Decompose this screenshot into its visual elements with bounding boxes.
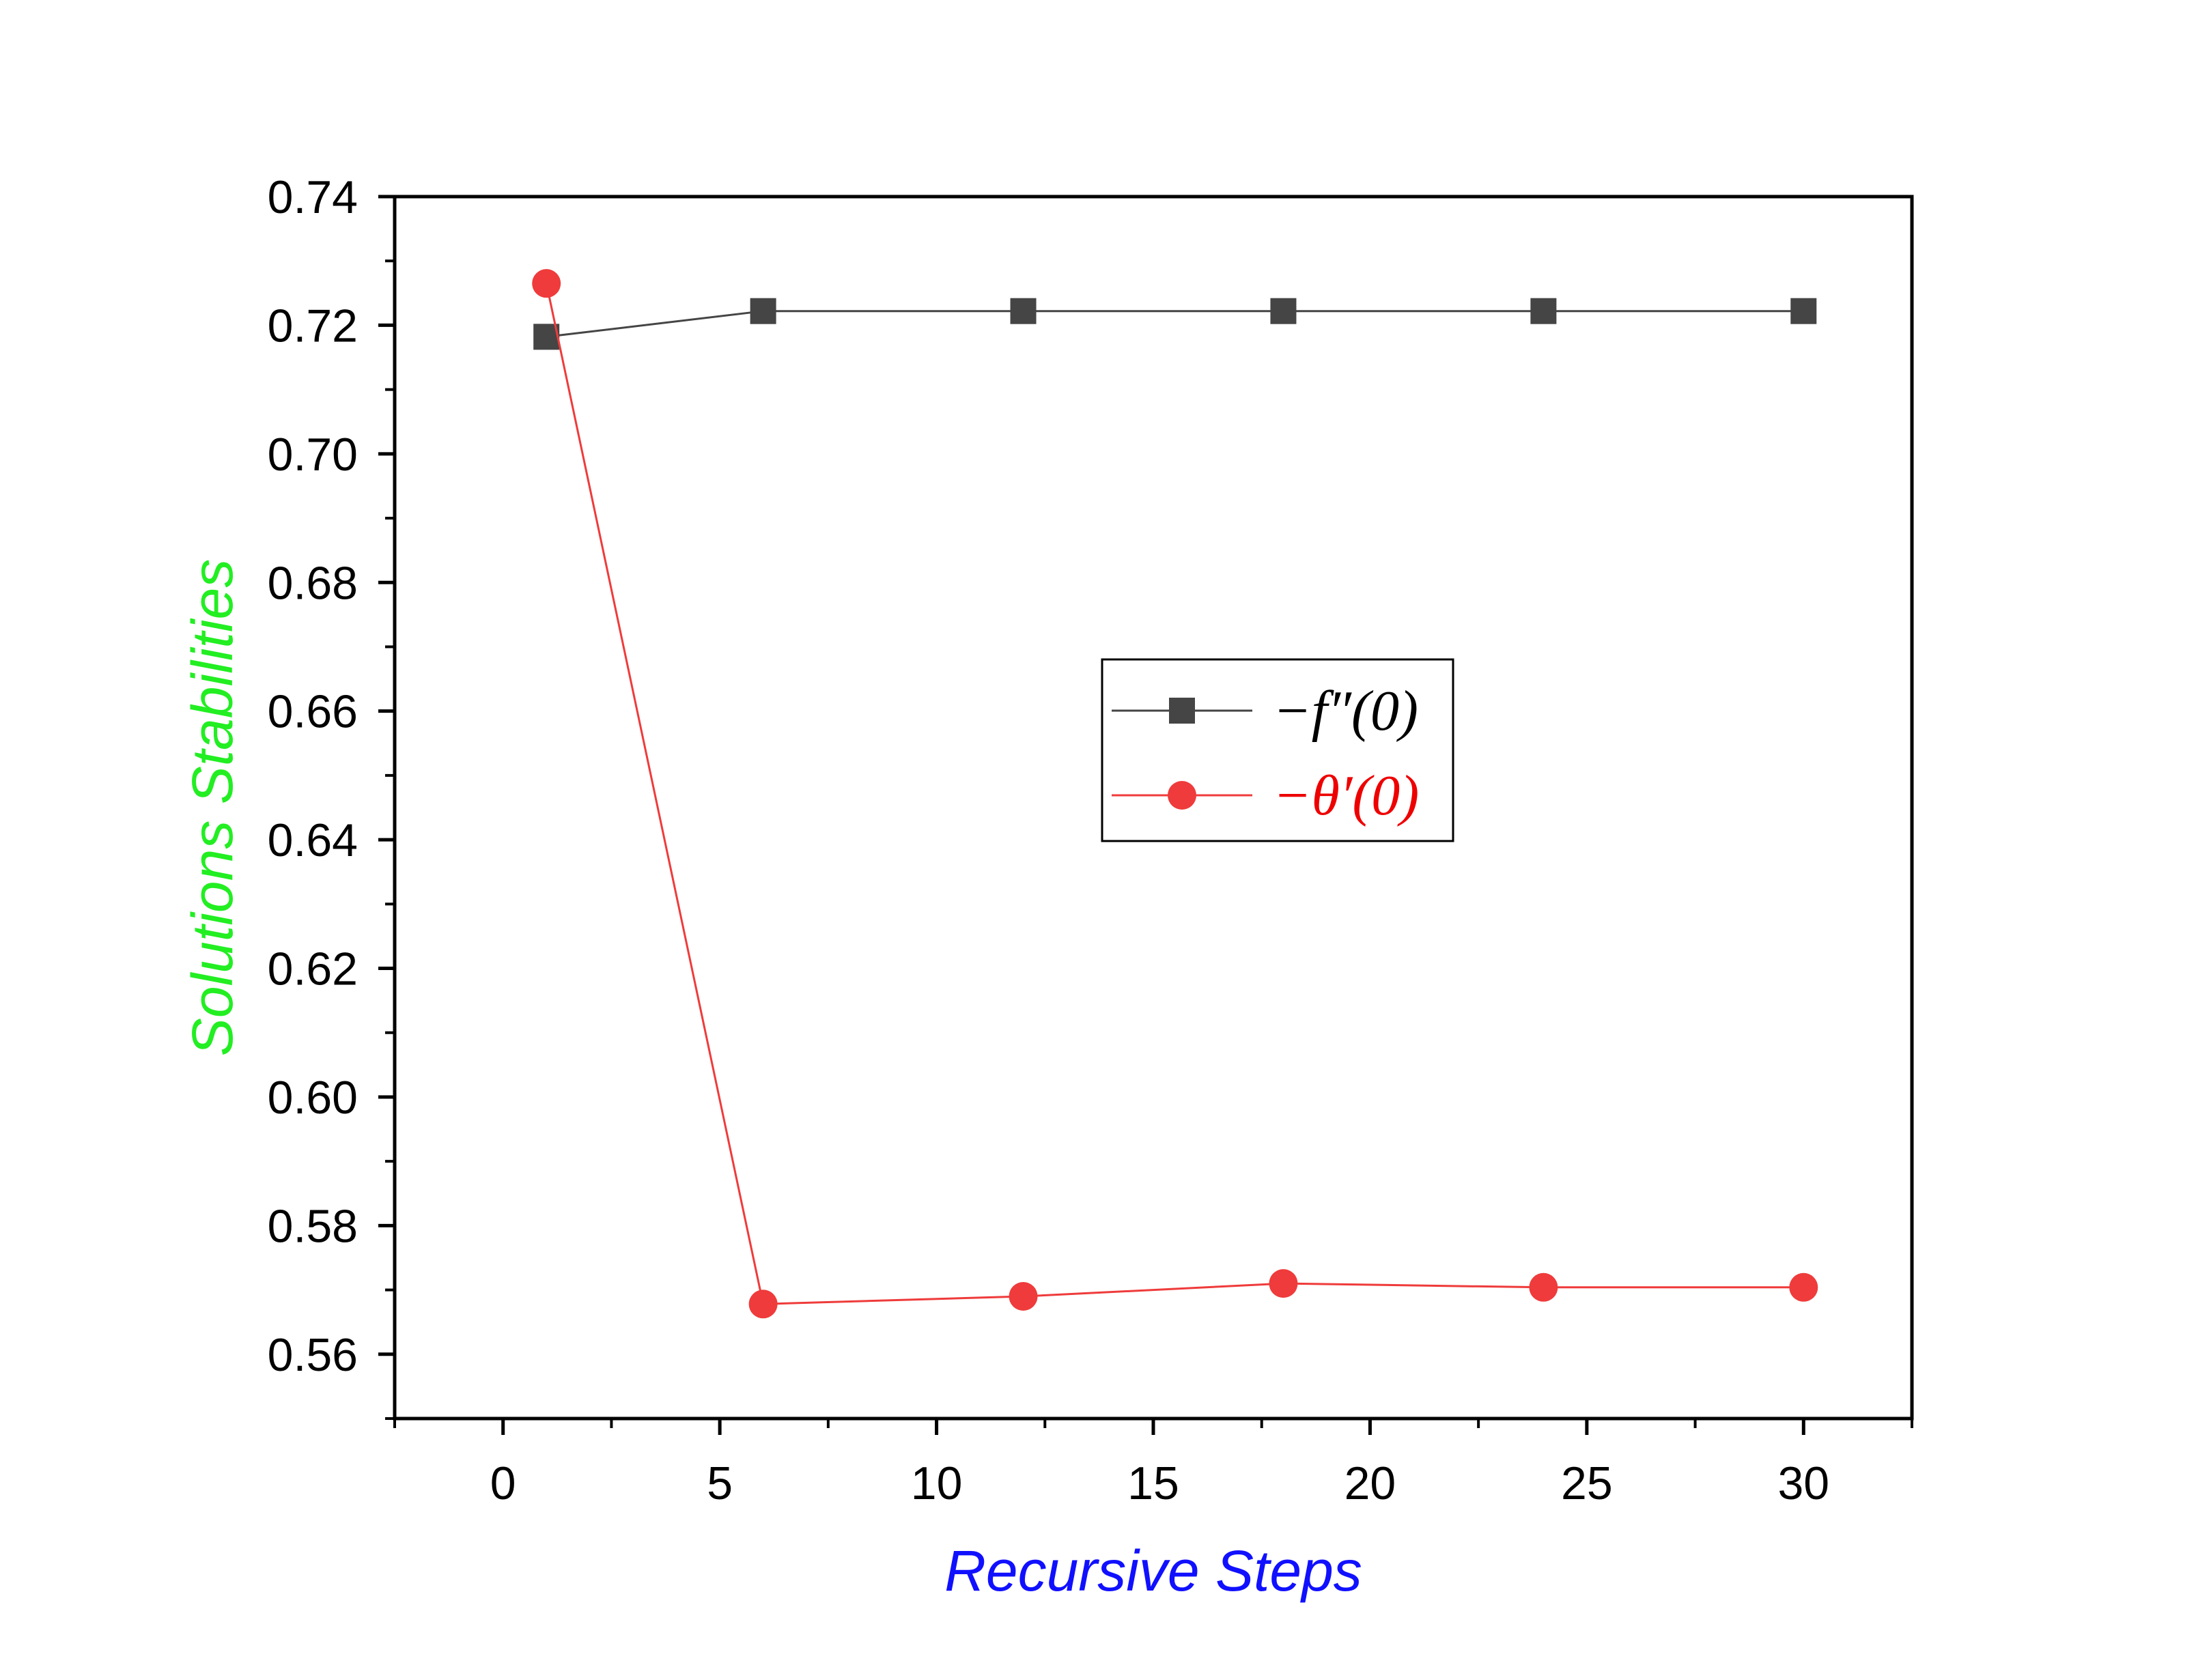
data-point-square: [750, 298, 776, 324]
y-axis-ticks: 0.56 0.58 0.60 0.62 0.64 0.66 0.68 0.70 0.72 0.74: [268, 171, 395, 1420]
plot-area: 0 5 10 15 20 25 30 0.56 0.58 0.60 0.62 0.64 0.66 0.6…: [268, 171, 1914, 1509]
y-tick-label: 0.60: [268, 1072, 358, 1124]
data-point-circle: [1789, 1272, 1818, 1302]
x-tick-label: 30: [1777, 1457, 1829, 1509]
series-layer: [532, 269, 1818, 1319]
x-axis-title: Recursive Steps: [944, 1539, 1362, 1603]
legend-marker-square: [1169, 698, 1195, 724]
y-tick-label: 0.56: [268, 1329, 358, 1381]
legend-label: −f″(0): [1273, 679, 1418, 743]
y-tick-label: 0.58: [268, 1200, 358, 1252]
y-tick-label: 0.68: [268, 557, 358, 609]
x-tick-label: 20: [1345, 1457, 1396, 1509]
x-tick-label: 25: [1561, 1457, 1613, 1509]
y-tick-label: 0.64: [268, 814, 358, 866]
legend-label: −θ′(0): [1273, 764, 1419, 827]
series-line: [545, 283, 1804, 1305]
legend-marker-circle: [1168, 781, 1196, 810]
series-line: [546, 310, 1804, 338]
data-point-circle: [1009, 1282, 1038, 1311]
legend: −f″(0) −θ′(0): [1101, 658, 1454, 842]
data-point-square: [1010, 298, 1037, 324]
data-point-square: [1790, 298, 1817, 324]
y-tick-label: 0.70: [268, 429, 358, 481]
data-point-circle: [1529, 1272, 1558, 1302]
x-tick-label: 0: [490, 1457, 516, 1509]
y-tick-label: 0.72: [268, 300, 358, 352]
y-tick-label: 0.66: [268, 686, 358, 738]
data-point-square: [1530, 298, 1557, 324]
x-tick-label: 10: [911, 1457, 963, 1509]
x-tick-label: 15: [1127, 1457, 1179, 1509]
data-point-square: [1270, 298, 1297, 324]
data-point-circle: [1269, 1269, 1298, 1298]
legend-box: [1101, 658, 1454, 842]
y-tick-label: 0.62: [268, 943, 358, 995]
y-tick-label: 0.74: [268, 171, 358, 223]
x-tick-label: 5: [707, 1457, 733, 1509]
data-point-circle: [532, 269, 561, 298]
data-point-circle: [748, 1290, 778, 1319]
x-axis-ticks: 0 5 10 15 20 25 30: [393, 1419, 1913, 1509]
y-axis-title: Solutions Stabilities: [180, 559, 244, 1056]
